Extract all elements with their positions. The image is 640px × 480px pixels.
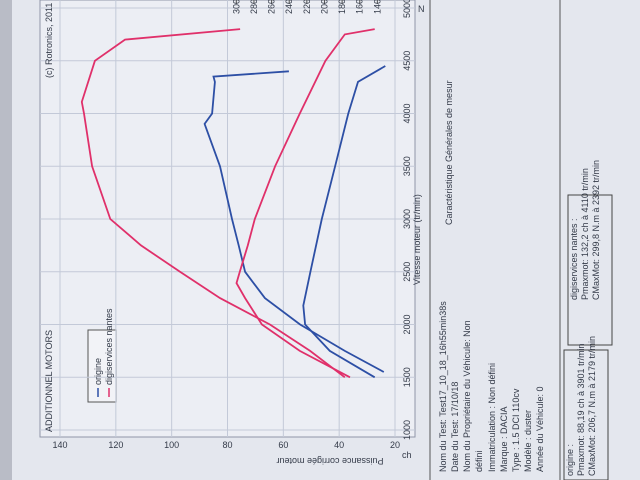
x-tick-label: 4000 [402,103,412,123]
y-tick-label: 80 [222,440,232,450]
result-line: CMaxMot: 299,8 N.m à 2392 tr/min [591,160,601,300]
x-tick-label: 3500 [402,156,412,176]
y-tick-label: 120 [108,440,123,450]
torque-line [235,28,375,379]
legend-label: origine [93,358,103,385]
y2-tick-label: 140 [372,0,382,14]
result-line: CMaxMot: 206,7 N.m à 2179 tr/min [587,336,597,476]
y2-tick-label: 160 [355,0,365,14]
y-tick-label: 20 [390,440,400,450]
info-line: Immatriculation : Non défini [487,363,497,472]
info-line: Date du Test: 17/10/18 [450,382,460,472]
info-line: Nom du Propriétaire du Véhicule: Non [462,320,472,472]
y2-tick-label: 240 [284,0,294,14]
info-line: Type : 1.5 DCI 110cv [511,388,521,472]
result-box [567,194,613,346]
result-title: digiservices nantes : [569,218,579,300]
copyright: (c) Rotronics, 2011 [44,3,54,78]
y2-tick-label: 180 [337,0,347,14]
x-tick-label: 2500 [402,262,412,282]
result-title: origine : [565,444,575,476]
info-line: Modèle : duster [523,410,533,472]
x-tick-label: 4500 [402,51,412,71]
legend-box [87,329,117,403]
torque-line [302,65,386,379]
result-line: Pmaxmot: 132,2 ch à 4110 tr/min [580,168,590,300]
info-line: Marque : DACIA [499,406,509,472]
x-tick-label: 1500 [402,367,412,387]
y-tick-label: 140 [52,440,67,450]
x-tick-label: 5000 [402,0,412,18]
y2-tick-label: 220 [302,0,312,14]
y2-tick-label: 280 [249,0,259,14]
y2-tick-label: 260 [267,0,277,14]
result-box [563,349,609,480]
y-axis-label: Puissance corrigée moteur [276,456,383,466]
info-heading: Caractéristique Générales de mesur [444,80,454,225]
info-line: Année du Véhicule: 0 [535,386,545,472]
legend-label: digiservices nantes [104,308,114,385]
y-tick-label: 100 [164,440,179,450]
chart-title: ADDITIONNEL MOTORS [44,330,54,432]
info-line: défini [474,450,484,472]
x-tick-label: 1000 [402,420,412,440]
paper-edge [0,0,12,480]
power-line [203,70,385,373]
y2-unit: N [418,4,425,14]
x-axis-label: Vitesse moteur (tr/min) [412,194,422,285]
y-tick-label: 60 [278,440,288,450]
info-line: Nom du Test: Test17_10_18_16h55min38s [438,301,448,472]
y-tick-label: 40 [334,440,344,450]
x-tick-label: 3000 [402,209,412,229]
power-line [80,28,346,379]
x-tick-label: 2000 [402,314,412,334]
y2-tick-label: 300 [231,0,241,14]
result-line: Pmaxmot: 88,19 ch à 3901 tr/min [576,343,586,476]
y-unit: ch [402,450,412,460]
y2-tick-label: 200 [319,0,329,14]
